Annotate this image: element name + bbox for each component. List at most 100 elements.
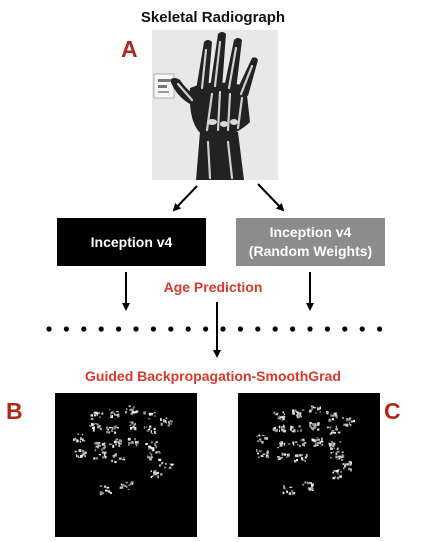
separator-dot bbox=[185, 326, 191, 332]
saliency-speckle bbox=[103, 485, 107, 488]
saliency-speckle bbox=[120, 486, 124, 489]
saliency-speckle bbox=[330, 414, 333, 417]
saliency-speckle bbox=[272, 427, 276, 430]
saliency-speckle bbox=[130, 427, 133, 430]
saliency-speckle bbox=[170, 463, 174, 466]
age-prediction-label: Age Prediction bbox=[163, 279, 263, 295]
saliency-speckle bbox=[95, 412, 98, 415]
saliency-speckle bbox=[259, 438, 262, 441]
saliency-speckle bbox=[336, 458, 339, 460]
saliency-speckle bbox=[272, 429, 276, 432]
saliency-speckle bbox=[258, 450, 262, 453]
panel-label-a: A bbox=[121, 36, 138, 62]
saliency-speckle bbox=[299, 444, 301, 448]
saliency-speckle bbox=[296, 416, 298, 419]
saliency-speckle bbox=[113, 425, 116, 428]
saliency-speckle bbox=[285, 456, 289, 458]
saliency-speckle bbox=[282, 491, 285, 494]
saliency-speckle bbox=[75, 440, 78, 443]
saliency-speckle bbox=[267, 456, 269, 459]
saliency-speckle bbox=[314, 442, 318, 444]
saliency-speckle bbox=[128, 484, 131, 487]
saliency-speckle bbox=[335, 428, 338, 431]
separator-dot bbox=[116, 326, 122, 332]
saliency-speckle bbox=[97, 445, 99, 449]
saliency-speckle bbox=[294, 460, 297, 463]
saliency-speckle bbox=[256, 449, 258, 453]
saliency-speckle bbox=[74, 438, 77, 441]
saliency-speckle bbox=[167, 421, 170, 424]
saliency-speckle bbox=[149, 425, 152, 429]
saliency-speckle bbox=[112, 411, 114, 414]
saliency-speckle bbox=[329, 432, 332, 435]
separator-dot bbox=[133, 326, 139, 332]
saliency-speckle bbox=[94, 448, 96, 452]
saliency-speckle bbox=[309, 482, 312, 484]
saliency-speckle bbox=[151, 456, 153, 458]
saliency-speckle bbox=[348, 467, 351, 471]
separator-dot bbox=[98, 326, 104, 332]
saliency-speckle bbox=[337, 447, 339, 451]
saliency-speckle bbox=[92, 429, 95, 432]
saliency-speckle bbox=[262, 453, 266, 455]
separator-dot bbox=[150, 326, 156, 332]
saliency-speckle bbox=[260, 455, 263, 457]
saliency-speckle bbox=[317, 444, 319, 447]
saliency-speckle bbox=[124, 485, 127, 487]
saliency-speckle bbox=[296, 411, 298, 413]
saliency-speckle bbox=[286, 453, 289, 456]
saliency-speckle bbox=[149, 458, 152, 461]
saliency-speckle bbox=[319, 441, 321, 445]
saliency-speckle bbox=[110, 411, 113, 414]
saliency-speckle bbox=[145, 426, 148, 428]
separator-dot bbox=[324, 326, 330, 332]
saliency-speckle bbox=[311, 407, 313, 411]
saliency-speckle bbox=[311, 438, 315, 442]
saliency-speckle bbox=[277, 456, 280, 458]
saliency-speckle bbox=[311, 488, 314, 491]
saliency-speckle bbox=[331, 431, 333, 435]
saliency-speckle bbox=[115, 411, 119, 413]
saliency-speckle bbox=[316, 407, 320, 411]
saliency-speckle bbox=[287, 443, 291, 445]
saliency-speckle bbox=[331, 441, 334, 443]
saliency-speckle bbox=[77, 433, 80, 435]
saliency-speckle bbox=[281, 452, 284, 456]
saliency-speckle bbox=[99, 491, 103, 493]
saliency-speckle bbox=[336, 451, 340, 453]
saliency-speckle bbox=[338, 456, 341, 459]
saliency-speckle bbox=[346, 463, 349, 466]
saliency-speckle bbox=[321, 437, 323, 441]
saliency-speckle bbox=[279, 456, 283, 459]
saliency-speckle bbox=[150, 470, 152, 473]
saliency-speckle bbox=[329, 445, 331, 447]
saliency-speckle bbox=[301, 459, 305, 461]
saliency-speckle bbox=[311, 438, 314, 440]
saliency-speckle bbox=[343, 467, 345, 470]
saliency-speckle bbox=[167, 424, 170, 427]
saliency-speckle bbox=[297, 411, 300, 415]
saliency-speckle bbox=[348, 461, 352, 463]
saliency-speckle bbox=[289, 486, 293, 488]
saliency-speckle bbox=[160, 422, 163, 426]
saliency-speckle bbox=[283, 442, 286, 446]
saliency-speckle bbox=[332, 476, 336, 480]
saliency-speckle bbox=[106, 486, 110, 489]
saliency-speckle bbox=[120, 483, 123, 485]
saliency-speckle bbox=[128, 405, 131, 408]
saliency-speckle bbox=[104, 489, 108, 492]
saliency-speckle bbox=[282, 411, 284, 414]
saliency-speckle bbox=[330, 457, 332, 459]
saliency-speckle bbox=[92, 426, 95, 430]
saliency-speckle bbox=[317, 442, 320, 444]
saliency-speckle bbox=[102, 447, 106, 450]
saliency-speckle bbox=[156, 472, 158, 475]
saliency-speckle bbox=[309, 421, 312, 424]
saliency-speckle bbox=[147, 455, 149, 458]
saliency-speckle bbox=[117, 413, 120, 415]
saliency-speckle bbox=[278, 415, 280, 419]
saliency-speckle bbox=[108, 490, 111, 493]
saliency-speckle bbox=[330, 452, 333, 454]
saliency-speckle bbox=[337, 469, 340, 471]
saliency-speckle bbox=[98, 445, 102, 447]
